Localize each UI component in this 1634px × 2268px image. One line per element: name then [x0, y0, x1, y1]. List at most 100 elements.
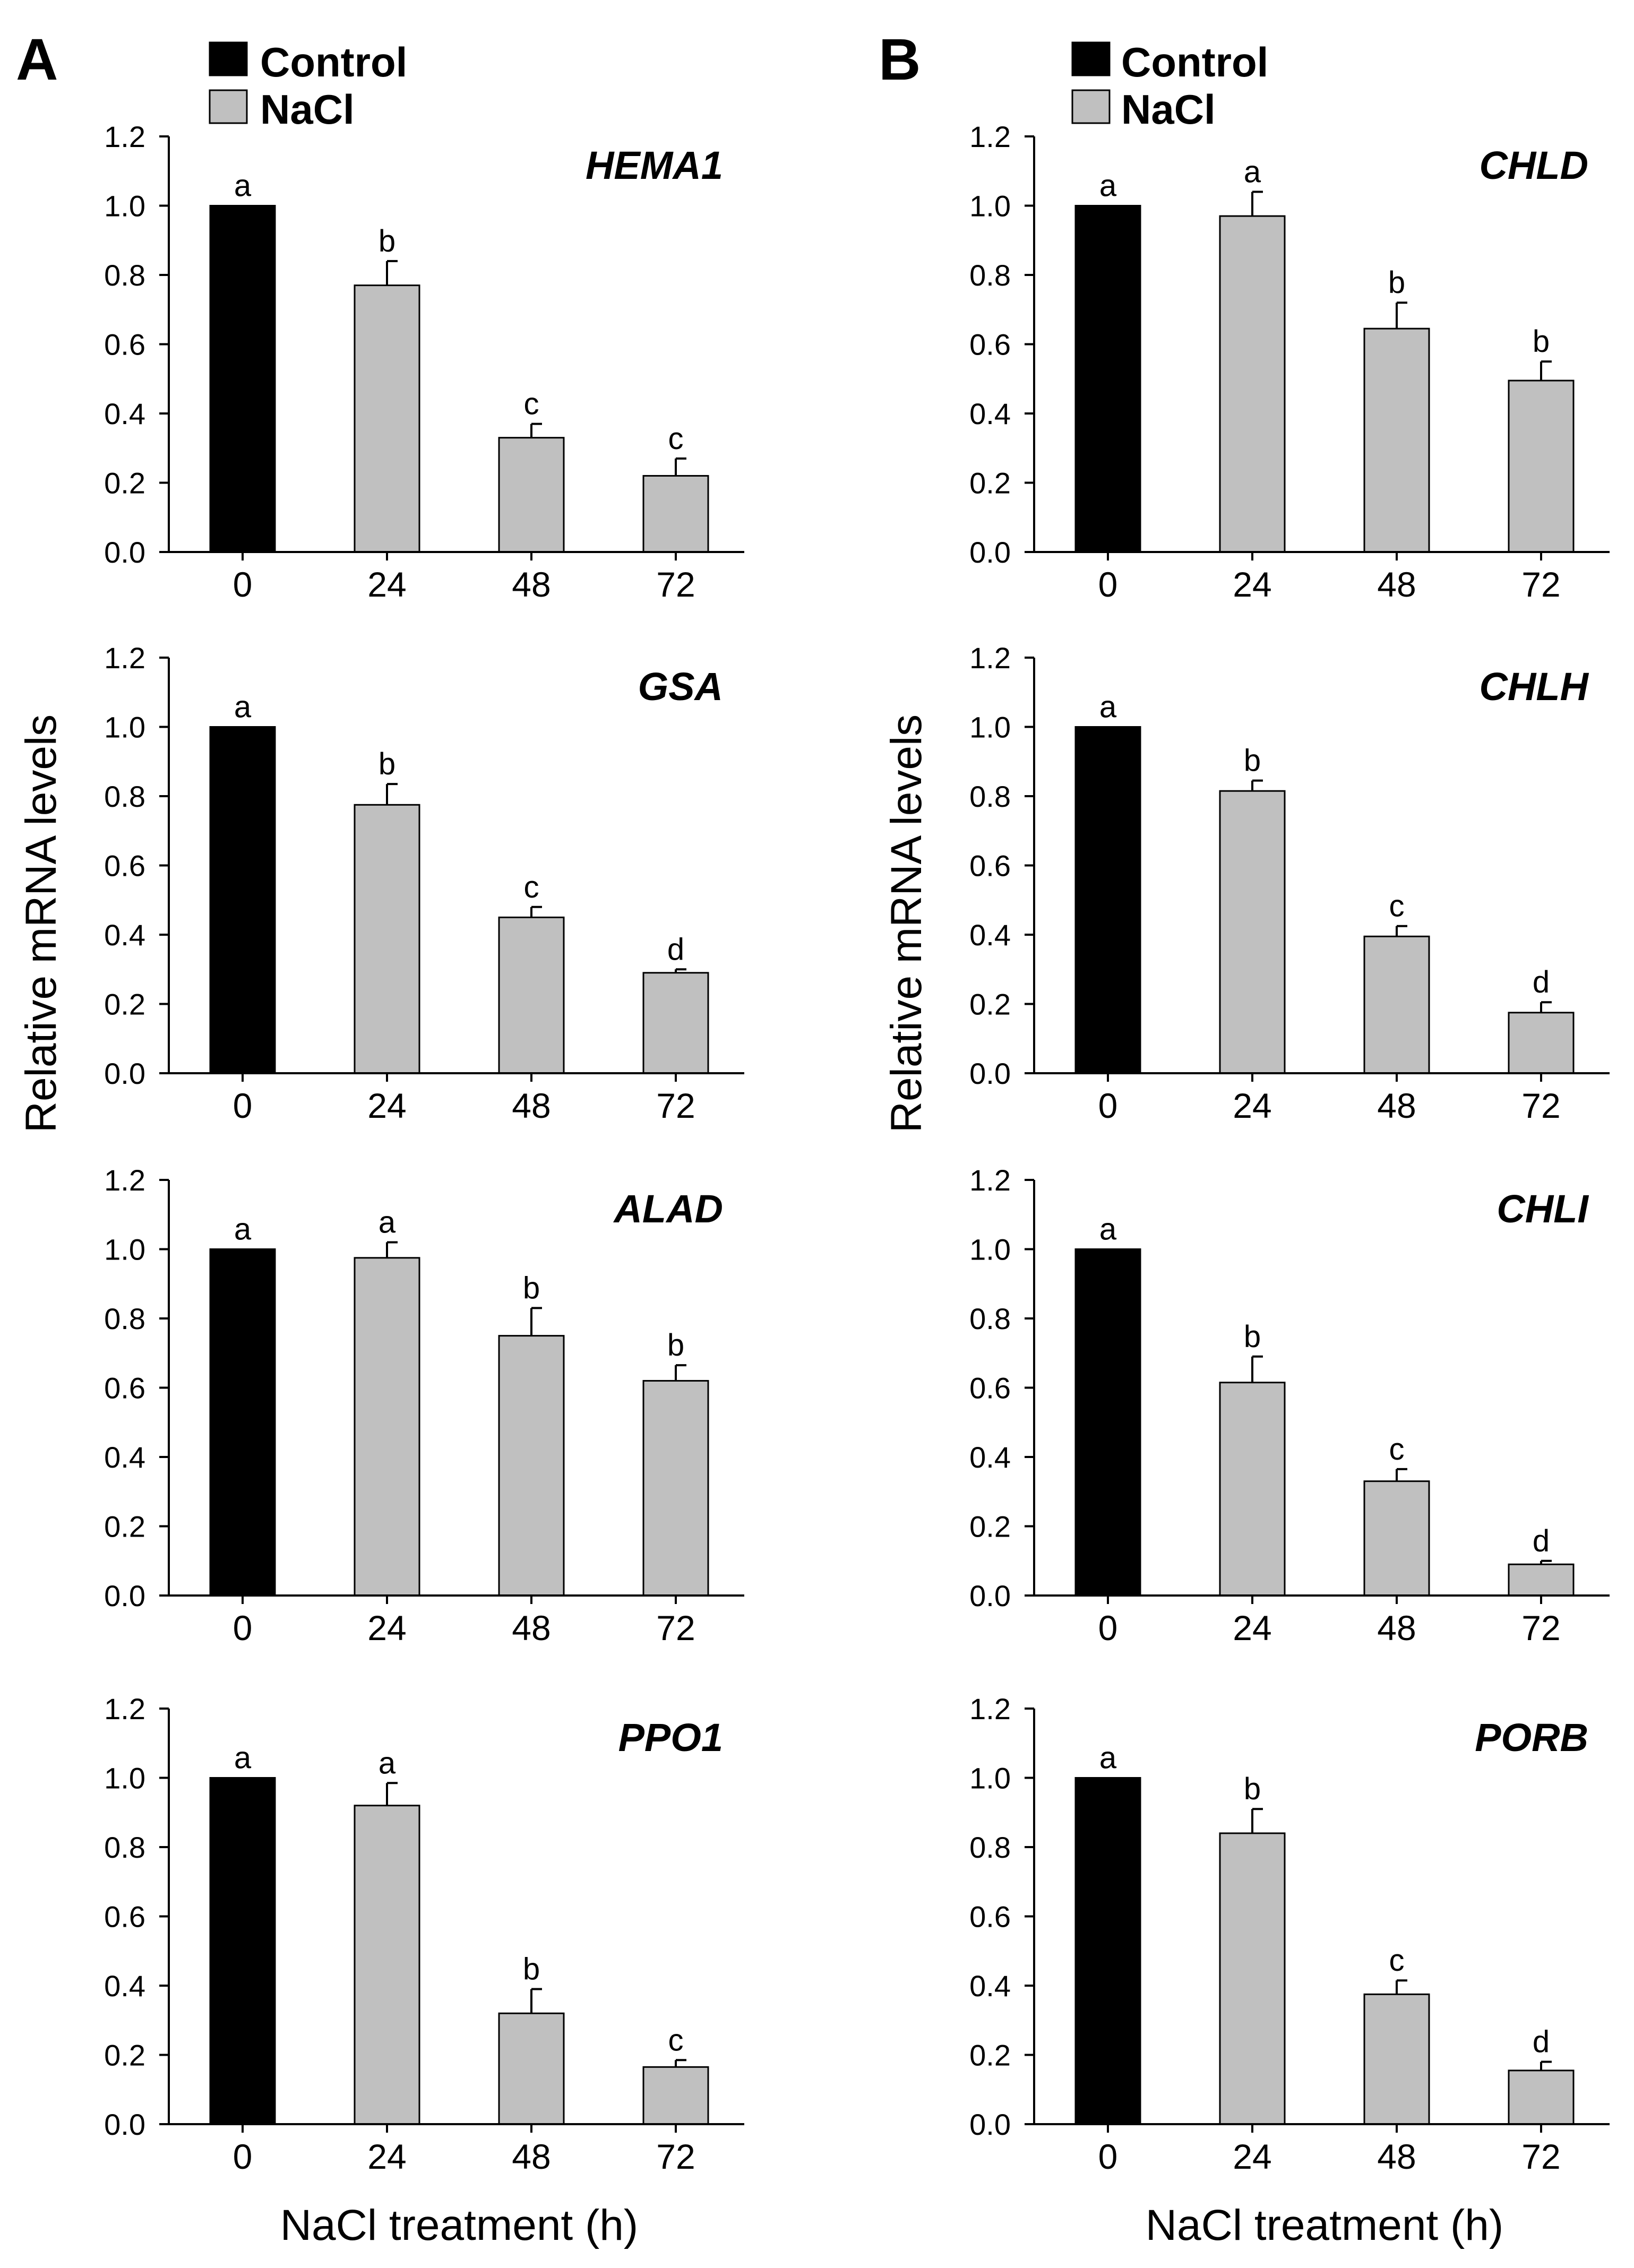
x-tick-label-alad-48: 48 — [512, 1608, 551, 1648]
bar-hema1-48 — [498, 437, 565, 553]
significance-letter-chli-48: c — [1389, 1432, 1405, 1467]
y-tick-label-hema1-0.6: 0.6 — [104, 328, 145, 361]
x-tick-label-porb-0: 0 — [1098, 2137, 1118, 2176]
significance-letter-porb-24: b — [1244, 1772, 1261, 1806]
subplot-hema1: a 0 b 24 c 48 c 72 0.0 0.2 0.4 0.6 0.8 1.0 1.2 HEMA1 — [104, 120, 744, 604]
significance-letter-hema1-24: b — [379, 224, 395, 258]
subplot-chli: a 0 b 24 c 48 d 72 0.0 0.2 0.4 0.6 0.8 1.0 1.2 CHLI — [969, 1163, 1610, 1648]
x-tick-label-alad-0: 0 — [233, 1608, 253, 1648]
y-tick-label-chld-1.2: 1.2 — [969, 120, 1011, 153]
bar-chli-24 — [1219, 1382, 1286, 1597]
gene-title-chld: CHLD — [1479, 143, 1588, 187]
x-tick-label-gsa-0: 0 — [233, 1086, 253, 1125]
legend-swatch-nacl-b — [1071, 89, 1111, 124]
subplot-porb: a 0 b 24 c 48 d 72 0.0 0.2 0.4 0.6 0.8 1.0 1.2 PORB — [969, 1692, 1610, 2176]
subplot-chlh: a 0 b 24 c 48 d 72 0.0 0.2 0.4 0.6 0.8 1.0 1.2 CHLH — [969, 641, 1610, 1125]
significance-letter-alad-48: b — [523, 1271, 540, 1305]
significance-letter-ppo1-24: a — [379, 1746, 396, 1780]
bar-chlh-72 — [1508, 1012, 1575, 1074]
x-tick-label-ppo1-0: 0 — [233, 2137, 253, 2176]
y-tick-label-alad-1.2: 1.2 — [104, 1163, 145, 1197]
y-tick-label-chld-0.6: 0.6 — [969, 328, 1011, 361]
y-tick-label-chli-0.4: 0.4 — [969, 1441, 1011, 1474]
significance-letter-alad-0: a — [234, 1212, 252, 1247]
significance-letter-gsa-48: c — [524, 870, 539, 904]
gene-title-ppo1: PPO1 — [618, 1715, 723, 1760]
x-tick-label-chlh-24: 24 — [1233, 1086, 1271, 1125]
y-tick-label-hema1-0.0: 0.0 — [104, 536, 145, 569]
x-tick-label-porb-24: 24 — [1233, 2137, 1271, 2176]
bar-porb-72 — [1508, 2069, 1575, 2125]
y-tick-label-chli-0.0: 0.0 — [969, 1579, 1011, 1612]
x-tick-label-gsa-72: 72 — [656, 1086, 695, 1125]
y-tick-label-gsa-0.0: 0.0 — [104, 1057, 145, 1090]
x-tick-label-hema1-24: 24 — [367, 565, 406, 604]
legend-label-nacl-a: NaCl — [260, 86, 355, 133]
legend-swatch-control-a — [209, 41, 248, 76]
significance-letter-chli-24: b — [1244, 1320, 1261, 1354]
x-tick-label-porb-48: 48 — [1377, 2137, 1416, 2176]
y-tick-label-alad-0.4: 0.4 — [104, 1441, 145, 1474]
bar-chli-0 — [1074, 1248, 1141, 1597]
legend-label-control-a: Control — [260, 39, 407, 85]
subplot-ppo1: a 0 a 24 b 48 c 72 0.0 0.2 0.4 0.6 0.8 1.0 1.2 PPO1 — [104, 1692, 744, 2176]
bar-hema1-24 — [354, 284, 420, 553]
y-tick-label-ppo1-1.0: 1.0 — [104, 1762, 145, 1795]
significance-letter-chlh-48: c — [1389, 889, 1405, 924]
significance-letter-hema1-48: c — [524, 387, 539, 421]
y-tick-label-chld-1.0: 1.0 — [969, 189, 1011, 223]
y-tick-label-chli-0.2: 0.2 — [969, 1510, 1011, 1543]
significance-letter-chli-0: a — [1099, 1212, 1117, 1247]
x-tick-label-hema1-48: 48 — [512, 565, 551, 604]
gene-title-porb: PORB — [1475, 1715, 1588, 1760]
y-tick-label-chld-0.2: 0.2 — [969, 467, 1011, 500]
y-tick-label-gsa-1.2: 1.2 — [104, 641, 145, 675]
y-tick-label-chlh-0.4: 0.4 — [969, 918, 1011, 952]
x-tick-label-chli-72: 72 — [1521, 1608, 1560, 1648]
gene-title-hema1: HEMA1 — [586, 143, 723, 187]
significance-letter-ppo1-48: b — [523, 1952, 540, 1987]
gene-title-gsa: GSA — [638, 665, 723, 709]
bar-gsa-0 — [209, 726, 276, 1074]
y-tick-label-hema1-1.0: 1.0 — [104, 189, 145, 223]
significance-letter-chld-0: a — [1099, 169, 1117, 203]
significance-letter-ppo1-0: a — [234, 1741, 252, 1775]
significance-letter-gsa-72: d — [667, 932, 684, 967]
x-tick-label-chli-0: 0 — [1098, 1608, 1118, 1648]
bar-porb-24 — [1219, 1832, 1286, 2125]
x-tick-label-ppo1-48: 48 — [512, 2137, 551, 2176]
y-tick-label-chlh-0.0: 0.0 — [969, 1057, 1011, 1090]
y-tick-label-alad-0.2: 0.2 — [104, 1510, 145, 1543]
y-tick-label-gsa-0.4: 0.4 — [104, 918, 145, 952]
y-tick-label-chli-1.0: 1.0 — [969, 1233, 1011, 1266]
y-tick-label-ppo1-0.6: 0.6 — [104, 1900, 145, 1934]
bar-alad-72 — [642, 1379, 709, 1597]
y-tick-label-alad-0.6: 0.6 — [104, 1372, 145, 1405]
x-tick-label-chld-48: 48 — [1377, 565, 1416, 604]
y-tick-label-ppo1-0.8: 0.8 — [104, 1831, 145, 1864]
x-tick-label-gsa-48: 48 — [512, 1086, 551, 1125]
y-tick-label-alad-0.0: 0.0 — [104, 1579, 145, 1612]
x-tick-label-alad-72: 72 — [656, 1608, 695, 1648]
x-tick-label-chld-0: 0 — [1098, 565, 1118, 604]
y-tick-label-hema1-0.4: 0.4 — [104, 397, 145, 430]
bar-chld-0 — [1074, 205, 1141, 553]
significance-letter-gsa-0: a — [234, 690, 252, 725]
y-tick-label-porb-1.2: 1.2 — [969, 1692, 1011, 1726]
x-tick-label-alad-24: 24 — [367, 1608, 406, 1648]
significance-letter-chli-72: d — [1533, 1524, 1550, 1558]
y-tick-label-chlh-1.0: 1.0 — [969, 711, 1011, 744]
gene-title-chlh: CHLH — [1479, 665, 1589, 709]
y-tick-label-porb-0.0: 0.0 — [969, 2108, 1011, 2141]
y-tick-label-chld-0.8: 0.8 — [969, 258, 1011, 292]
y-tick-label-porb-0.2: 0.2 — [969, 2039, 1011, 2072]
y-tick-label-gsa-0.6: 0.6 — [104, 849, 145, 883]
bar-ppo1-24 — [354, 1805, 420, 2125]
y-tick-label-chli-1.2: 1.2 — [969, 1163, 1011, 1197]
significance-letter-porb-48: c — [1389, 1943, 1405, 1978]
x-tick-label-chld-24: 24 — [1233, 565, 1271, 604]
significance-letter-chlh-72: d — [1533, 965, 1550, 999]
bar-ppo1-48 — [498, 2012, 565, 2125]
subplot-alad: a 0 a 24 b 48 b 72 0.0 0.2 0.4 0.6 0.8 1.0 1.2 ALAD — [104, 1163, 744, 1648]
